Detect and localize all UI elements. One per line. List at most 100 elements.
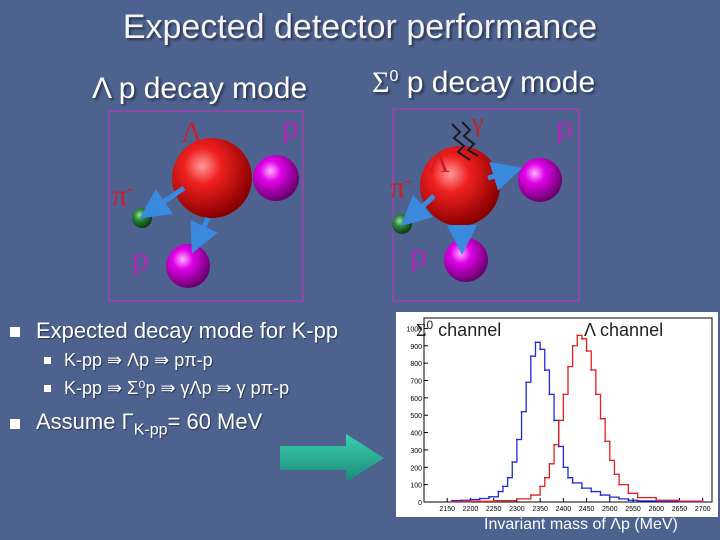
sigma-header-sup: 0 bbox=[389, 68, 399, 85]
y-tick-label: 0 bbox=[418, 500, 422, 507]
proton-label-bottom-2: p bbox=[410, 240, 427, 273]
y-tick-label: 100 bbox=[410, 483, 422, 490]
lambda-label-2: Λ bbox=[428, 146, 450, 179]
bullet-marker-1 bbox=[10, 327, 20, 337]
proton-label-top: p bbox=[282, 112, 299, 145]
bullet-marker-1b bbox=[44, 385, 51, 392]
bullet-marker-1a bbox=[44, 357, 51, 364]
pion-particle bbox=[132, 208, 152, 228]
chart-xlabel: Invariant mass of Λp (MeV) bbox=[484, 516, 678, 533]
proton-particle-top-2 bbox=[518, 158, 562, 202]
data-point-lambda bbox=[567, 365, 569, 368]
x-tick-label: 2600 bbox=[648, 506, 664, 513]
data-point-lambda bbox=[701, 500, 704, 503]
arrow-to-pion-2 bbox=[400, 194, 436, 227]
data-point-lambda bbox=[562, 393, 565, 396]
chart-legend-sigma: Σ0 channel bbox=[416, 318, 501, 341]
data-point-lambda bbox=[604, 440, 607, 443]
arrow-to-pion bbox=[139, 185, 186, 219]
pion-label-sup: - bbox=[127, 178, 134, 198]
pion-label: π- bbox=[112, 178, 133, 213]
data-point-sigma bbox=[488, 495, 490, 498]
data-point-lambda bbox=[553, 443, 555, 446]
series-line-lambda bbox=[451, 334, 704, 503]
sigma-decay-diagram bbox=[392, 121, 562, 282]
y-tick-label: 300 bbox=[410, 448, 422, 455]
data-point-sigma bbox=[627, 499, 630, 502]
data-point-sigma bbox=[590, 490, 593, 493]
lambda-particle-2 bbox=[420, 146, 500, 226]
pion-particle-2 bbox=[392, 214, 412, 234]
data-point-lambda bbox=[599, 417, 602, 420]
data-point-lambda bbox=[539, 485, 542, 488]
gamma-wave bbox=[451, 123, 471, 161]
data-point-sigma bbox=[548, 393, 551, 396]
data-point-sigma bbox=[553, 419, 555, 422]
y-tick-label: 600 bbox=[410, 396, 422, 403]
legend-sigma-sym: Σ bbox=[416, 320, 427, 340]
assume-post: = 60 MeV bbox=[167, 409, 263, 434]
y-tick-label: 200 bbox=[410, 465, 422, 472]
data-point-lambda bbox=[618, 483, 620, 486]
teal-arrow-icon bbox=[280, 434, 384, 482]
sigma-header-sym: Σ bbox=[372, 66, 390, 99]
data-point-sigma bbox=[520, 410, 523, 413]
data-point-sigma bbox=[618, 497, 620, 500]
x-tick-label: 2200 bbox=[463, 506, 479, 513]
bullet-marker-2 bbox=[10, 419, 20, 429]
sigma-panel-header: Σ0 p decay mode bbox=[372, 66, 595, 100]
y-tick-label: 500 bbox=[410, 413, 422, 420]
arrow-to-gamma bbox=[487, 161, 523, 191]
proton-particle-bottom bbox=[166, 244, 210, 288]
chart-legend-lambda: Λ channel bbox=[584, 320, 664, 340]
bullet-lambda-chain: K-pp ⇛ Λp ⇛ pπ-p bbox=[64, 350, 213, 370]
pion-label-2: π- bbox=[390, 170, 411, 205]
data-point-sigma bbox=[543, 369, 546, 371]
data-point-sigma bbox=[506, 476, 509, 479]
data-point-sigma bbox=[534, 341, 537, 344]
x-tick-label: 2250 bbox=[486, 506, 502, 513]
data-point-sigma bbox=[567, 476, 569, 479]
bullet-expected-decay: Expected decay mode for K-pp bbox=[36, 318, 339, 343]
data-point-lambda bbox=[627, 492, 630, 495]
data-point-lambda bbox=[450, 500, 453, 503]
proton-particle-bottom-2 bbox=[444, 238, 488, 282]
data-point-sigma bbox=[478, 497, 481, 500]
data-point-lambda bbox=[613, 473, 616, 476]
x-tick-label: 2150 bbox=[439, 506, 455, 513]
gamma-wave-2 bbox=[461, 121, 479, 157]
data-point-sigma bbox=[636, 500, 639, 502]
data-point-sigma bbox=[571, 482, 574, 484]
data-point-lambda bbox=[557, 419, 560, 422]
data-point-sigma bbox=[511, 461, 514, 463]
data-point-lambda bbox=[636, 496, 639, 499]
lambda-decay-diagram bbox=[132, 138, 299, 288]
y-tick-label: 1000 bbox=[406, 326, 422, 333]
proton-label-bottom: p bbox=[132, 244, 149, 277]
data-point-lambda bbox=[469, 500, 472, 503]
data-point-lambda bbox=[492, 499, 495, 502]
data-point-lambda bbox=[608, 459, 611, 462]
assume-sub: K-pp bbox=[133, 421, 168, 439]
lambda-label: Λ bbox=[181, 116, 203, 149]
data-point-sigma bbox=[599, 494, 602, 496]
data-point-sigma bbox=[525, 381, 528, 384]
plot-frame bbox=[423, 317, 713, 503]
data-point-sigma bbox=[502, 485, 504, 488]
legend-sigma-rest: channel bbox=[433, 320, 502, 340]
pion-label-2-text: π bbox=[390, 171, 406, 204]
x-tick-label: 2400 bbox=[556, 506, 572, 513]
bullet-assume-width: Assume ΓK-pp= 60 MeV bbox=[36, 409, 262, 439]
x-tick-label: 2300 bbox=[509, 506, 525, 513]
lambda-panel-header: Λ p decay mode bbox=[92, 72, 307, 106]
data-point-lambda bbox=[655, 499, 658, 502]
proton-label-top-2: p bbox=[556, 112, 573, 145]
page-title: Expected detector performance bbox=[122, 8, 598, 46]
proton-particle-top bbox=[253, 155, 299, 201]
pion-label-text: π bbox=[112, 179, 128, 212]
sigma-decay-panel bbox=[392, 108, 580, 302]
x-tick-label: 2350 bbox=[532, 506, 548, 513]
legend-sigma-sup: 0 bbox=[426, 318, 434, 332]
data-point-lambda bbox=[576, 334, 579, 337]
